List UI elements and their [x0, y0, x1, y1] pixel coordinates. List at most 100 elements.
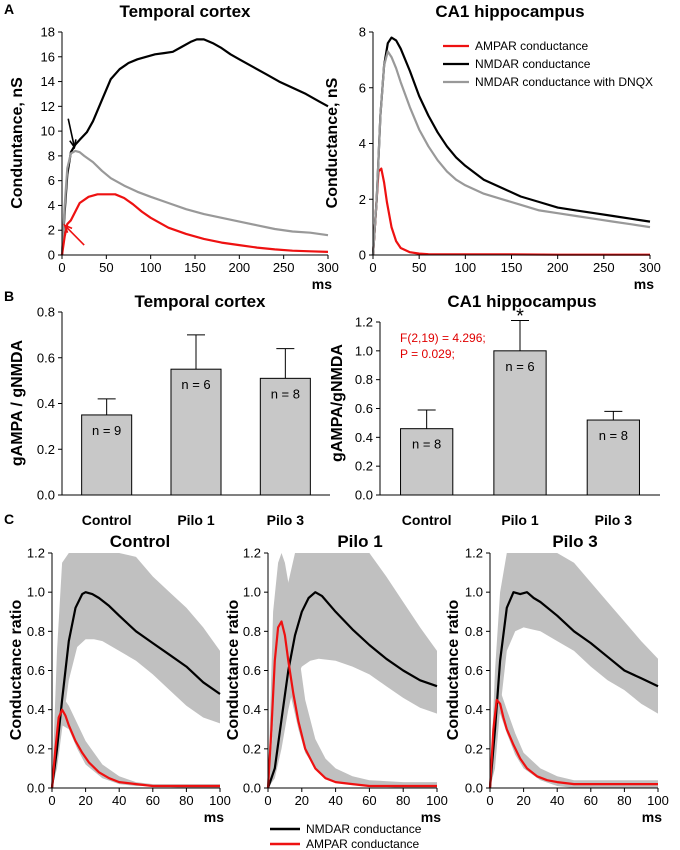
x-tick-label: 0 — [58, 260, 65, 275]
x-tick-label: 60 — [146, 793, 160, 808]
x-tick-label: 100 — [140, 260, 162, 275]
nmdar-sd-band — [52, 553, 220, 788]
ampar-sd-band — [490, 690, 658, 788]
y-tick-label: 0.2 — [243, 741, 261, 756]
series-line-nmdar-conductance-with-dnqx — [371, 50, 651, 256]
stats-text: F(2,19) = 4.296; — [400, 331, 486, 345]
y-axis-label: Conduntance, nS — [9, 77, 26, 209]
y-axis-label: gAMPA/gNMDA — [329, 344, 346, 462]
y-tick-label: 1.2 — [465, 546, 483, 561]
annotation-arrow-head — [63, 223, 73, 233]
panel-letter-a: A — [4, 1, 14, 17]
bar — [400, 428, 454, 496]
y-tick-label: 0.2 — [355, 459, 373, 474]
y-tick-label: 0.6 — [243, 663, 261, 678]
stats-text: P = 0.029; — [400, 347, 455, 361]
y-axis-label: gAMPA / gNMDA — [9, 339, 26, 466]
x-category-label: Pilo 3 — [267, 512, 305, 528]
x-tick-label: 80 — [617, 793, 631, 808]
y-tick-label: 2 — [48, 223, 55, 238]
x-unit-label: ms — [634, 276, 654, 292]
ampar-sd-band — [268, 553, 437, 788]
y-axis-label: Conductance ratio — [8, 600, 25, 741]
x-tick-label: 0 — [486, 793, 493, 808]
ampar-sd-band — [52, 696, 220, 788]
bottom-legend: NMDAR conductance AMPAR conductance — [270, 822, 422, 850]
y-tick-label: 10 — [41, 124, 55, 139]
legend-label: NMDAR conductance — [475, 57, 591, 71]
y-tick-label: 6 — [48, 173, 55, 188]
bar-n-label: n = 8 — [599, 428, 628, 443]
y-tick-label: 0.6 — [37, 350, 55, 365]
y-tick-label: 1.2 — [355, 315, 373, 330]
y-tick-label: 1.0 — [355, 343, 373, 358]
nmdar-sd-band — [268, 553, 437, 788]
x-tick-label: 40 — [112, 793, 126, 808]
x-tick-label: 200 — [228, 260, 250, 275]
legend-label-nmdar: NMDAR conductance — [306, 822, 422, 836]
x-tick-label: 80 — [396, 793, 410, 808]
chart-temporal-cortex-ratio-bars: n = 9 Control n = 6 Pilo 1 n = 8 Pilo 3 0.0 0.2… — [9, 292, 330, 528]
y-tick-label: 12 — [41, 99, 55, 114]
x-tick-label: 40 — [550, 793, 564, 808]
series-line-nmdar-conductance — [488, 591, 659, 789]
x-unit-label: ms — [421, 809, 441, 825]
y-tick-label: 0.6 — [465, 663, 483, 678]
y-axis-label: Conductance ratio — [225, 600, 242, 741]
significance-star: * — [516, 306, 524, 328]
y-tick-label: 0.4 — [243, 702, 261, 717]
x-tick-label: 20 — [516, 793, 530, 808]
y-tick-label: 0.8 — [37, 305, 55, 320]
chart-title: CA1 hippocampus — [435, 2, 584, 21]
x-category-label: Control — [82, 512, 132, 528]
y-tick-label: 14 — [41, 74, 55, 89]
y-tick-label: 8 — [48, 148, 55, 163]
legend-label: NMDAR conductance with DNQX — [475, 75, 653, 89]
chart-title: Control — [110, 532, 170, 551]
bar — [586, 419, 640, 496]
x-tick-label: 100 — [454, 260, 476, 275]
y-tick-label: 0.4 — [27, 702, 45, 717]
x-tick-label: 20 — [78, 793, 92, 808]
bar-n-label: n = 6 — [505, 359, 534, 374]
y-tick-label: 8 — [359, 25, 366, 40]
nmdar-sd-band — [490, 553, 658, 788]
series-line-nmdar-conductance-with-dnqx — [60, 149, 329, 256]
y-tick-label: 2 — [359, 192, 366, 207]
x-category-label: Pilo 1 — [177, 512, 215, 528]
y-tick-label: 16 — [41, 49, 55, 64]
x-tick-label: 150 — [501, 260, 523, 275]
x-tick-label: 100 — [209, 793, 231, 808]
x-tick-label: 200 — [547, 260, 569, 275]
chart-title: Pilo 1 — [337, 532, 382, 551]
y-axis-label: Conductance, nS — [324, 77, 341, 208]
x-tick-label: 20 — [295, 793, 309, 808]
y-tick-label: 1.0 — [243, 585, 261, 600]
x-tick-label: 40 — [328, 793, 342, 808]
y-tick-label: 0.6 — [27, 663, 45, 678]
series-line-nmdar-conductance — [371, 36, 651, 256]
x-category-label: Control — [402, 512, 452, 528]
panel-letter-b: B — [4, 288, 14, 304]
bar — [259, 377, 311, 496]
y-tick-label: 4 — [48, 198, 55, 213]
y-axis-label: Conductance ratio — [445, 600, 462, 741]
y-tick-label: 0.2 — [465, 741, 483, 756]
y-tick-label: 0.0 — [465, 781, 483, 796]
annotation-arrow-shaft — [64, 224, 85, 246]
series-line-ampar-conductance — [60, 193, 329, 256]
series-line-ampar-conductance — [50, 708, 220, 789]
series-line-nmdar-conductance — [50, 591, 221, 789]
y-tick-label: 0.0 — [355, 488, 373, 503]
series-line-ampar-conductance — [266, 620, 437, 789]
y-tick-label: 0 — [359, 248, 366, 263]
chart-title: Pilo 3 — [552, 532, 597, 551]
bar-n-label: n = 8 — [412, 437, 441, 452]
x-tick-label: 50 — [99, 260, 113, 275]
y-tick-label: 0 — [48, 248, 55, 263]
x-category-label: Pilo 3 — [595, 512, 633, 528]
